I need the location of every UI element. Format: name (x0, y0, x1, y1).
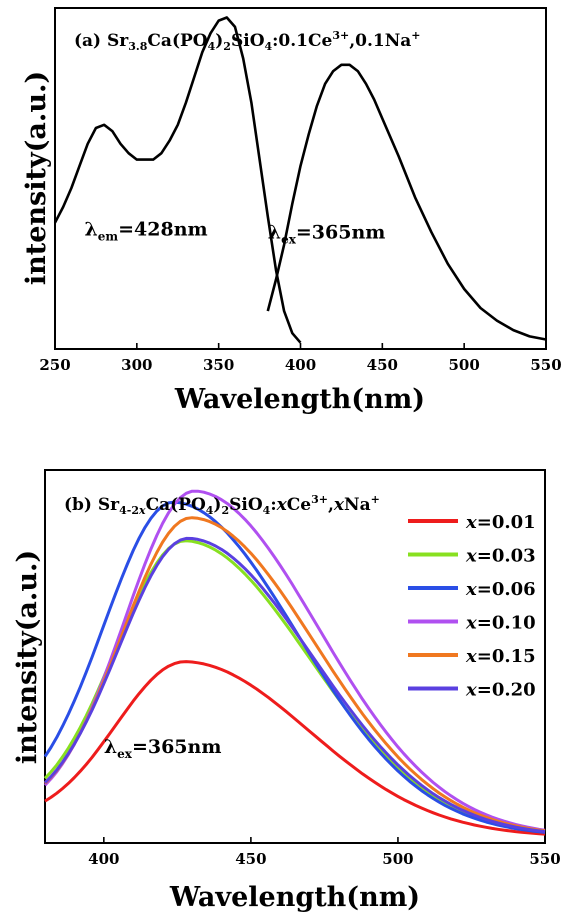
x-tick-label: 450 (367, 356, 398, 374)
title-part: x (138, 504, 146, 517)
title-part: : (270, 495, 276, 515)
series-b (43, 489, 546, 836)
title-part: ) (213, 495, 221, 515)
title-part: (a) (74, 31, 107, 51)
x-tick-label: 250 (39, 356, 70, 374)
panel-a-title: (a) Sr3.8Ca(PO4)2SiO4:0.1Ce3+,0.1Na+ (74, 29, 421, 53)
annotations-b: λex=365nm (104, 736, 222, 761)
x-tick-label: 300 (121, 356, 152, 374)
x-tick-label: 350 (203, 356, 234, 374)
annotation: λex=365nm (268, 221, 386, 246)
annotation: λex=365nm (104, 736, 222, 761)
series-line-a-1 (266, 63, 547, 341)
x-axis-title-b: Wavelength(nm) (169, 882, 420, 913)
title-part: Ce (287, 495, 312, 515)
series-line-a-0 (53, 16, 302, 344)
title-part: Sr (107, 31, 129, 51)
title-part: 4 (263, 504, 271, 517)
x-tick-label: 450 (235, 850, 266, 868)
legend-label: x=0.20 (465, 680, 536, 701)
series-a (53, 16, 547, 344)
title-part: 3+ (332, 29, 349, 42)
title-part: 4-2 (119, 504, 139, 517)
series-line-b-4 (43, 516, 546, 833)
title-part: Na (344, 495, 371, 515)
x-tick-label: 500 (449, 356, 480, 374)
annotations-a: λem=428nm λex=365nm (84, 218, 385, 246)
x-tick-label: 400 (88, 850, 119, 868)
x-ticks-b: 400 450 500 550 (88, 837, 561, 868)
x-tick-label: 550 (529, 850, 560, 868)
title-part: Ca(PO (146, 495, 206, 515)
title-part: ) (215, 31, 223, 51)
title-part: 2 (223, 40, 231, 53)
legend-label: x=0.01 (465, 512, 536, 533)
series-line-b-3 (43, 489, 546, 832)
y-axis-title-a: intensity(a.u.) (21, 71, 52, 285)
x-tick-label: 550 (530, 356, 561, 374)
title-part: 4 (206, 504, 214, 517)
title-part: 3+ (311, 493, 328, 506)
series-line-b-5 (43, 536, 546, 834)
annotation: λem=428nm (84, 218, 207, 243)
panel-a: 250 300 350 400 450 500 550 λem=428nm λex=365nm… (21, 7, 562, 415)
x-ticks-a: 250 300 350 400 450 500 550 (39, 343, 562, 374)
series-line-b-0 (44, 660, 546, 836)
title-part: x (333, 495, 345, 515)
title-part: SiO (231, 31, 265, 51)
x-tick-label: 400 (285, 356, 316, 374)
legend-label: x=0.03 (465, 546, 536, 567)
title-part: 4 (208, 40, 216, 53)
title-part: + (411, 29, 420, 42)
y-axis-title-b: intensity(a.u.) (12, 550, 43, 764)
panel-b-title: (b) Sr4-2xCa(PO4)2SiO4:xCe3+,xNa+ (64, 493, 380, 517)
title-part: , (328, 495, 334, 515)
title-part: 2 (221, 504, 229, 517)
title-part: :0.1Ce (272, 31, 332, 51)
panel-b: 400 450 500 550 λex=365nm x=0.01x=0.03x=0.0… (12, 469, 561, 913)
title-part: x (276, 495, 288, 515)
title-part: Sr (98, 495, 120, 515)
title-part: + (371, 493, 380, 506)
plot-frame-b (44, 469, 546, 844)
title-part: 4 (265, 40, 273, 53)
title-part: SiO (229, 495, 263, 515)
title-part: 3.8 (128, 40, 147, 53)
legend-label: x=0.15 (465, 646, 536, 667)
x-axis-title-a: Wavelength(nm) (174, 384, 425, 415)
legend-label: x=0.10 (465, 613, 536, 634)
legend-label: x=0.06 (465, 579, 536, 600)
legend-b: x=0.01 x=0.03 x=0.06 x=0.10 x=0.15 x=0.20 (408, 512, 536, 701)
x-tick-label: 500 (382, 850, 413, 868)
title-part: Ca(PO (147, 31, 207, 51)
title-part: ,0.1Na (349, 31, 411, 51)
title-part: (b) (64, 495, 98, 515)
